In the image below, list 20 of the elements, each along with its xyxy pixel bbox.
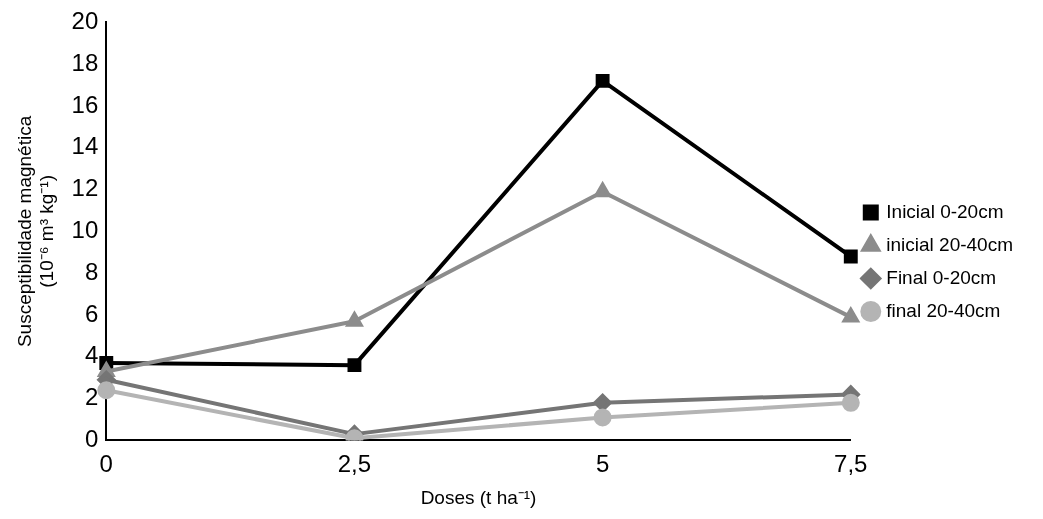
y-tick-label: 0 bbox=[84, 425, 99, 453]
y-axis-title: Susceptibilidade magnética (10⁻⁶ m³ kg⁻¹) bbox=[13, 115, 58, 348]
legend-label: final 20-40cm bbox=[886, 299, 1001, 321]
x-tick-label: 5 bbox=[595, 450, 610, 478]
x-tick-label: 2,5 bbox=[337, 450, 372, 478]
y-tick-label: 10 bbox=[71, 216, 99, 244]
x-tick-label: 7,5 bbox=[834, 450, 868, 478]
legend-label: Final 0-20cm bbox=[886, 266, 997, 288]
y-tick-label: 14 bbox=[71, 132, 99, 160]
y-tick-label: 4 bbox=[84, 341, 99, 369]
y-tick-label: 12 bbox=[71, 174, 99, 202]
y-tick-label: 20 bbox=[71, 7, 99, 35]
y-tick-label: 8 bbox=[84, 257, 99, 285]
y-tick-label: 18 bbox=[71, 48, 99, 76]
legend-label: Inicial 0-20cm bbox=[886, 200, 1004, 222]
x-axis-title: Doses (t ha⁻¹) bbox=[420, 486, 537, 508]
y-tick-label: 16 bbox=[71, 90, 99, 118]
y-tick-label: 6 bbox=[84, 299, 99, 327]
y-tick-label: 2 bbox=[84, 383, 99, 411]
legend-label: inicial 20-40cm bbox=[886, 233, 1014, 255]
